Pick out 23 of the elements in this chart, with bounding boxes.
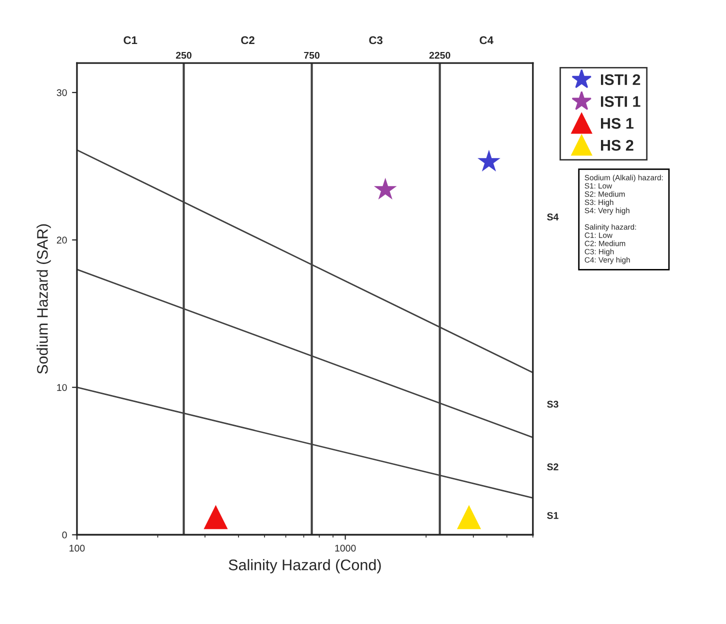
x-tick-label: 100 [70, 544, 85, 552]
x-tick-label: 1000 [335, 544, 356, 552]
text: C3 [369, 36, 383, 44]
y-axis-title: Sodium Hazard (SAR) [36, 224, 51, 374]
text: S3 [547, 400, 558, 408]
y-tick-label: 20 [56, 236, 67, 244]
x-axis-title: Salinity Hazard (Cond) [228, 559, 381, 574]
text: C1 [124, 36, 138, 44]
y-tick-label: 10 [57, 384, 67, 391]
legend-label: HS 2 [600, 140, 634, 151]
ref-line-label: 2250 [429, 52, 450, 59]
text: C4 [480, 36, 494, 44]
legend-label: HS 1 [600, 118, 634, 129]
text: S2 [547, 463, 558, 470]
legend-label: ISTI 1 [600, 96, 640, 107]
text: S4 [547, 214, 559, 220]
text: S1 [547, 512, 558, 519]
ref-line-label: 250 [176, 52, 192, 59]
text: C2 [241, 36, 254, 44]
y-tick-label: 0 [62, 532, 67, 538]
y-tick-label: 30 [56, 89, 67, 96]
ref-line-label: 750 [304, 52, 320, 59]
legend-label: ISTI 2 [600, 74, 640, 86]
